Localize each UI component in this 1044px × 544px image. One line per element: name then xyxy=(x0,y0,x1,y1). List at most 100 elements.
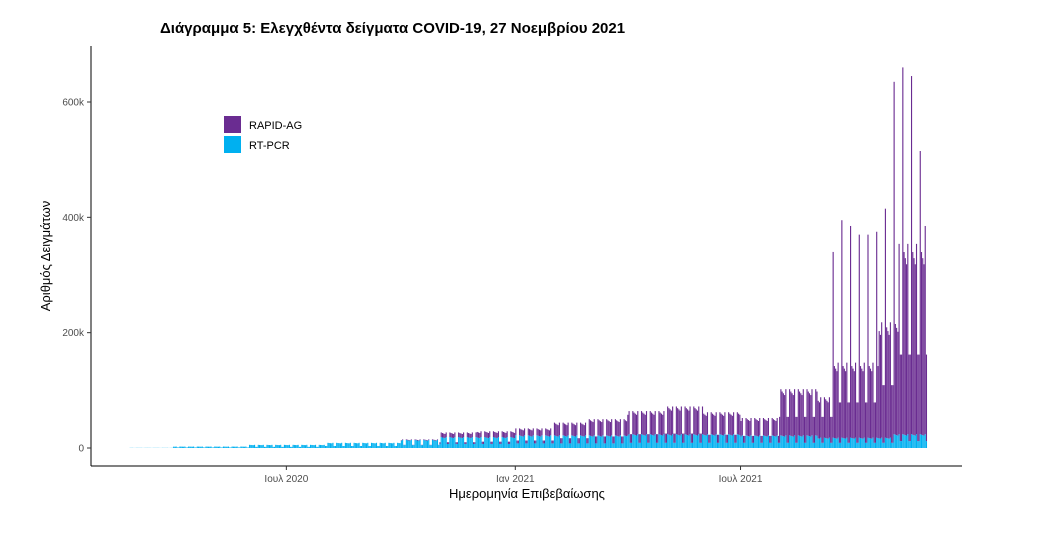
bar-rt-pcr xyxy=(662,435,664,448)
bar-rapid-ag xyxy=(517,440,519,444)
bar-rapid-ag xyxy=(464,442,466,444)
bar-rt-pcr xyxy=(456,443,458,448)
bar-rt-pcr xyxy=(759,435,761,448)
bar-rapid-ag xyxy=(571,422,573,436)
bar-rt-pcr xyxy=(271,444,273,448)
bar-rapid-ag xyxy=(606,419,608,436)
bar-rt-pcr xyxy=(633,434,635,448)
bar-rt-pcr xyxy=(535,443,537,448)
bar-rt-pcr xyxy=(234,446,236,448)
bar-rt-pcr xyxy=(548,436,551,448)
bar-rapid-ag xyxy=(897,331,899,436)
bar-rapid-ag xyxy=(733,412,735,435)
bar-rt-pcr xyxy=(920,434,923,448)
bar-rt-pcr xyxy=(608,436,610,448)
bar-rapid-ag xyxy=(808,393,811,437)
bar-rt-pcr xyxy=(201,446,203,448)
bar-rt-pcr xyxy=(414,439,416,448)
bar-rt-pcr xyxy=(653,435,655,448)
bar-rt-pcr xyxy=(372,443,374,448)
bar-rt-pcr xyxy=(787,442,789,448)
bar-rapid-ag xyxy=(907,243,909,435)
bar-rt-pcr xyxy=(670,435,672,448)
bar-rt-pcr xyxy=(578,443,580,448)
bar-rt-pcr xyxy=(258,444,261,448)
bar-rapid-ag xyxy=(521,429,523,437)
bar-rt-pcr xyxy=(285,444,287,448)
bar-rt-pcr xyxy=(782,436,784,448)
bar-rapid-ag xyxy=(607,420,609,436)
bar-rapid-ag xyxy=(480,431,482,438)
bar-rt-pcr xyxy=(654,434,656,448)
bar-rapid-ag xyxy=(578,438,580,444)
bar-rapid-ag xyxy=(468,433,470,438)
bar-rt-pcr xyxy=(616,435,618,448)
bar-rapid-ag xyxy=(899,354,901,442)
bar-rapid-ag xyxy=(918,354,920,442)
bar-rt-pcr xyxy=(731,435,733,448)
bar-rapid-ag xyxy=(771,418,773,436)
bar-rt-pcr xyxy=(316,446,318,448)
bar-rapid-ag xyxy=(827,402,829,439)
bar-rt-pcr xyxy=(638,442,640,448)
bar-rapid-ag xyxy=(510,431,512,438)
bar-rapid-ag xyxy=(828,397,830,438)
bar-rapid-ag xyxy=(683,433,685,443)
bar-rapid-ag xyxy=(568,438,570,444)
bar-rt-pcr xyxy=(321,445,323,448)
bar-rt-pcr xyxy=(351,445,353,448)
bar-rapid-ag xyxy=(516,440,518,444)
bar-rapid-ag xyxy=(684,406,686,435)
bar-rapid-ag xyxy=(509,441,511,444)
bar-rt-pcr xyxy=(801,436,803,448)
bar-rt-pcr xyxy=(303,445,305,448)
bar-rapid-ag xyxy=(925,354,928,442)
bar-rapid-ag xyxy=(720,413,722,435)
bar-rapid-ag xyxy=(915,243,918,435)
bar-rt-pcr xyxy=(716,442,718,448)
bar-rt-pcr xyxy=(519,435,521,448)
bar-rt-pcr xyxy=(281,446,283,448)
bar-rapid-ag xyxy=(633,412,635,435)
bar-rapid-ag xyxy=(575,425,577,437)
bar-rapid-ag xyxy=(776,418,778,436)
bar-rt-pcr xyxy=(412,445,414,448)
bar-rt-pcr xyxy=(305,445,307,448)
bar-rapid-ag xyxy=(428,439,430,440)
bar-rt-pcr xyxy=(301,444,303,448)
bar-rt-pcr xyxy=(219,446,221,448)
bar-rt-pcr xyxy=(461,438,463,448)
bar-rt-pcr xyxy=(390,443,392,448)
bar-rt-pcr xyxy=(240,446,242,448)
bar-rapid-ag xyxy=(456,442,458,444)
bar-rapid-ag xyxy=(842,366,844,439)
bar-rt-pcr xyxy=(183,446,185,448)
bar-rt-pcr xyxy=(810,436,812,448)
bar-rapid-ag xyxy=(668,408,670,435)
bar-rt-pcr xyxy=(762,435,765,448)
bar-rt-pcr xyxy=(629,442,631,448)
bar-rapid-ag xyxy=(679,410,681,436)
bar-rapid-ag xyxy=(904,258,906,436)
bar-rt-pcr xyxy=(466,437,468,448)
bar-rapid-ag xyxy=(648,434,650,443)
bar-rapid-ag xyxy=(775,421,777,437)
bar-rt-pcr xyxy=(487,438,490,448)
bar-rt-pcr xyxy=(431,439,434,448)
bar-rapid-ag xyxy=(400,440,402,441)
bar-rapid-ag xyxy=(580,422,582,436)
bar-rapid-ag xyxy=(598,420,600,436)
bar-rt-pcr xyxy=(280,444,282,448)
bar-rt-pcr xyxy=(210,446,212,448)
bar-rt-pcr xyxy=(634,435,636,448)
bar-rapid-ag xyxy=(861,368,863,439)
bar-rt-pcr xyxy=(346,443,348,448)
bar-rt-pcr xyxy=(611,435,613,448)
bar-rt-pcr xyxy=(640,434,643,448)
bar-rt-pcr xyxy=(604,443,607,448)
bar-rt-pcr xyxy=(445,437,447,448)
bar-rt-pcr xyxy=(514,438,516,448)
bar-rapid-ag xyxy=(538,429,541,437)
bar-rt-pcr xyxy=(652,435,654,448)
bar-rapid-ag xyxy=(550,428,552,436)
